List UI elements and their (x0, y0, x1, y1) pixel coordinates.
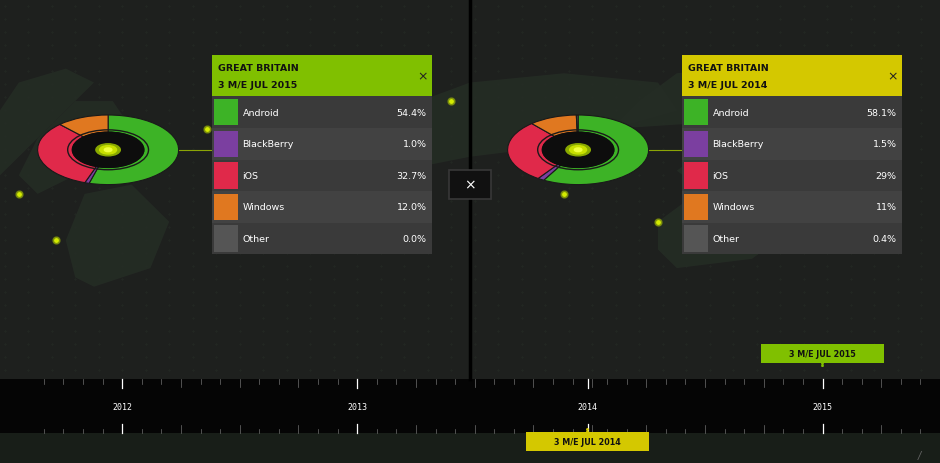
Wedge shape (60, 116, 108, 138)
Text: 0.4%: 0.4% (872, 234, 897, 244)
FancyBboxPatch shape (526, 432, 649, 451)
Text: 54.4%: 54.4% (397, 108, 427, 118)
FancyBboxPatch shape (682, 160, 902, 192)
Circle shape (104, 149, 112, 152)
Wedge shape (508, 124, 557, 179)
Text: BlackBerry: BlackBerry (713, 140, 764, 149)
Wedge shape (89, 116, 179, 185)
Polygon shape (66, 185, 169, 287)
Polygon shape (677, 157, 733, 185)
Wedge shape (532, 116, 577, 137)
Text: ×: × (464, 178, 476, 192)
Text: ×: × (417, 70, 429, 83)
Text: 2014: 2014 (577, 402, 598, 411)
Text: 2013: 2013 (347, 402, 368, 411)
Text: GREAT BRITAIN: GREAT BRITAIN (218, 63, 299, 73)
FancyBboxPatch shape (212, 56, 432, 97)
FancyBboxPatch shape (684, 100, 708, 126)
Text: 3 M/E JUL 2015: 3 M/E JUL 2015 (789, 349, 856, 358)
Circle shape (570, 146, 587, 155)
Text: Windows: Windows (713, 203, 755, 212)
Text: Other: Other (243, 234, 270, 244)
Text: 11%: 11% (876, 203, 897, 212)
Wedge shape (38, 125, 96, 183)
Circle shape (96, 144, 120, 156)
Text: Android: Android (243, 108, 279, 118)
Polygon shape (658, 194, 790, 269)
FancyBboxPatch shape (0, 433, 940, 463)
Text: 0.0%: 0.0% (402, 234, 427, 244)
Text: 12.0%: 12.0% (397, 203, 427, 212)
Text: 2015: 2015 (812, 402, 833, 411)
Wedge shape (85, 167, 99, 184)
FancyBboxPatch shape (682, 129, 902, 160)
Circle shape (100, 146, 117, 155)
Wedge shape (576, 116, 578, 133)
Text: Windows: Windows (243, 203, 285, 212)
Text: 3 M/E JUL 2014: 3 M/E JUL 2014 (554, 437, 621, 446)
Text: /: / (917, 450, 921, 460)
Circle shape (566, 144, 590, 156)
Text: 2012: 2012 (112, 402, 133, 411)
FancyBboxPatch shape (212, 223, 432, 255)
FancyBboxPatch shape (212, 97, 432, 129)
Wedge shape (538, 165, 560, 181)
FancyBboxPatch shape (0, 380, 940, 433)
FancyBboxPatch shape (682, 56, 902, 97)
Text: ×: × (887, 70, 899, 83)
FancyBboxPatch shape (682, 192, 902, 223)
Text: 29%: 29% (876, 171, 897, 181)
Text: 32.7%: 32.7% (397, 171, 427, 181)
Wedge shape (543, 116, 649, 185)
FancyBboxPatch shape (214, 194, 238, 221)
FancyBboxPatch shape (214, 131, 238, 158)
FancyBboxPatch shape (684, 225, 708, 252)
FancyBboxPatch shape (761, 344, 884, 363)
FancyBboxPatch shape (684, 194, 708, 221)
Polygon shape (611, 65, 846, 130)
Text: iOS: iOS (243, 171, 258, 181)
Polygon shape (19, 102, 132, 194)
FancyBboxPatch shape (684, 131, 708, 158)
FancyBboxPatch shape (212, 192, 432, 223)
Polygon shape (254, 111, 395, 241)
Text: iOS: iOS (713, 171, 728, 181)
Polygon shape (0, 69, 94, 176)
FancyBboxPatch shape (214, 100, 238, 126)
FancyBboxPatch shape (214, 163, 238, 189)
Text: 58.1%: 58.1% (867, 108, 897, 118)
Polygon shape (244, 93, 357, 139)
FancyBboxPatch shape (449, 170, 491, 200)
FancyBboxPatch shape (682, 223, 902, 255)
Text: 3 M/E JUL 2014: 3 M/E JUL 2014 (688, 81, 767, 90)
Text: Android: Android (713, 108, 749, 118)
Text: 1.0%: 1.0% (402, 140, 427, 149)
Text: BlackBerry: BlackBerry (243, 140, 294, 149)
Circle shape (574, 149, 582, 152)
FancyBboxPatch shape (214, 225, 238, 252)
Text: 1.5%: 1.5% (872, 140, 897, 149)
FancyBboxPatch shape (212, 129, 432, 160)
FancyBboxPatch shape (684, 163, 708, 189)
Text: GREAT BRITAIN: GREAT BRITAIN (688, 63, 769, 73)
Circle shape (72, 133, 144, 168)
FancyBboxPatch shape (682, 97, 902, 129)
Text: Other: Other (713, 234, 740, 244)
Polygon shape (357, 74, 677, 176)
Text: 3 M/E JUL 2015: 3 M/E JUL 2015 (218, 81, 297, 90)
FancyBboxPatch shape (212, 160, 432, 192)
Circle shape (542, 133, 614, 168)
